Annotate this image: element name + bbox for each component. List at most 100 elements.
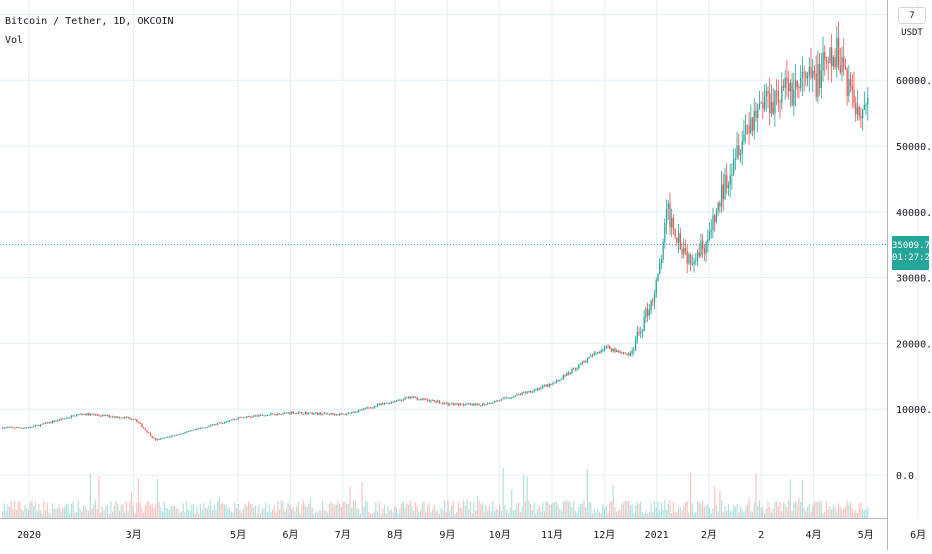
volume-bar bbox=[297, 502, 300, 518]
volume-bar bbox=[621, 504, 623, 518]
volume-bar bbox=[442, 509, 444, 518]
volume-bar bbox=[158, 501, 160, 518]
volume-bar bbox=[765, 508, 767, 518]
candle-body bbox=[782, 85, 785, 88]
volume-bar bbox=[332, 503, 334, 518]
volume-bar bbox=[284, 511, 286, 518]
candle-body bbox=[407, 396, 410, 398]
candle-body bbox=[241, 417, 243, 419]
candle-body bbox=[413, 396, 415, 398]
candle-body bbox=[106, 415, 109, 417]
volume-bar bbox=[518, 502, 520, 518]
volume-bar bbox=[94, 500, 97, 518]
volume-bar bbox=[106, 504, 109, 518]
volume-bar bbox=[402, 500, 404, 518]
volume-bar bbox=[550, 504, 552, 518]
volume-bar bbox=[855, 510, 857, 518]
volume-bar bbox=[726, 511, 728, 518]
volume-bar bbox=[782, 502, 785, 518]
volume-bar bbox=[583, 500, 585, 518]
candle-body bbox=[483, 403, 485, 405]
volume-bar bbox=[767, 501, 769, 518]
candle-body bbox=[806, 75, 809, 79]
volume-bar bbox=[265, 502, 267, 518]
volume-bar bbox=[815, 502, 817, 518]
candle-body bbox=[607, 345, 609, 347]
volume-bar bbox=[590, 503, 592, 518]
volume-bar bbox=[146, 501, 148, 518]
candle-body bbox=[251, 416, 253, 418]
volume-bar bbox=[837, 503, 840, 518]
candle-body bbox=[705, 242, 707, 254]
candle-body bbox=[361, 409, 363, 411]
x-tick-label: 3月 bbox=[126, 529, 142, 541]
volume-bar bbox=[296, 506, 298, 518]
volume-bar bbox=[853, 513, 855, 518]
candle-body bbox=[738, 145, 740, 156]
volume-bar bbox=[359, 513, 361, 518]
candle-body bbox=[333, 414, 336, 415]
volume-bar bbox=[634, 505, 637, 518]
volume-bar bbox=[60, 512, 62, 518]
candle-body bbox=[363, 408, 365, 410]
candle-body bbox=[294, 412, 296, 414]
volume-bar bbox=[528, 500, 530, 518]
volume-bar bbox=[430, 512, 432, 518]
candle-body bbox=[531, 391, 534, 393]
candle-body bbox=[170, 435, 172, 437]
currency-button[interactable]: 7 USDT bbox=[898, 7, 926, 38]
candle-body bbox=[19, 427, 21, 429]
candle-body bbox=[390, 402, 393, 404]
candle-body bbox=[175, 434, 178, 436]
volume-bar bbox=[681, 510, 683, 518]
volume-bar bbox=[574, 510, 576, 518]
volume-bar bbox=[825, 501, 828, 518]
candle-body bbox=[590, 355, 592, 357]
volume-bar bbox=[148, 501, 150, 518]
volume-bar bbox=[186, 500, 188, 518]
volume-bar bbox=[607, 513, 609, 518]
candle-body bbox=[798, 86, 800, 89]
volume-bar bbox=[346, 503, 348, 518]
volume-bar bbox=[187, 509, 189, 518]
candle-body bbox=[693, 261, 695, 265]
volume-bar bbox=[860, 502, 862, 518]
candle-body bbox=[282, 413, 284, 415]
candle-body bbox=[330, 413, 332, 415]
candle-body bbox=[777, 91, 780, 103]
volume-bar bbox=[328, 503, 330, 518]
candle-body bbox=[222, 423, 224, 424]
candle-body bbox=[726, 175, 728, 189]
volume-bar bbox=[143, 513, 145, 518]
volume-bar bbox=[619, 509, 621, 518]
volume-bar bbox=[179, 512, 181, 518]
candle-body bbox=[227, 421, 229, 423]
volume-bar bbox=[548, 505, 551, 518]
candle-body bbox=[273, 413, 276, 415]
volume-bar bbox=[578, 507, 580, 518]
volume-bar bbox=[657, 501, 659, 518]
volume-bar bbox=[595, 511, 597, 518]
candle-body bbox=[316, 412, 319, 415]
candle-body bbox=[653, 294, 656, 302]
volume-bar bbox=[573, 500, 575, 518]
volume-bar bbox=[395, 507, 398, 518]
candle-body bbox=[659, 262, 661, 275]
candle-body bbox=[321, 414, 324, 415]
volume-bar bbox=[246, 506, 248, 518]
volume-bar bbox=[272, 509, 274, 518]
volume-bar bbox=[27, 509, 29, 518]
candle-body bbox=[645, 308, 647, 318]
candle-body bbox=[820, 70, 823, 88]
candle-body bbox=[60, 418, 62, 421]
volume-bar bbox=[746, 504, 748, 518]
volume-bar bbox=[435, 511, 437, 518]
candle-body bbox=[51, 420, 54, 423]
y-tick-label: 50000.0 bbox=[896, 142, 932, 153]
candle-body bbox=[131, 418, 133, 420]
volume-bar bbox=[375, 502, 377, 518]
volume-bar bbox=[523, 474, 525, 518]
candle-body bbox=[593, 352, 595, 356]
